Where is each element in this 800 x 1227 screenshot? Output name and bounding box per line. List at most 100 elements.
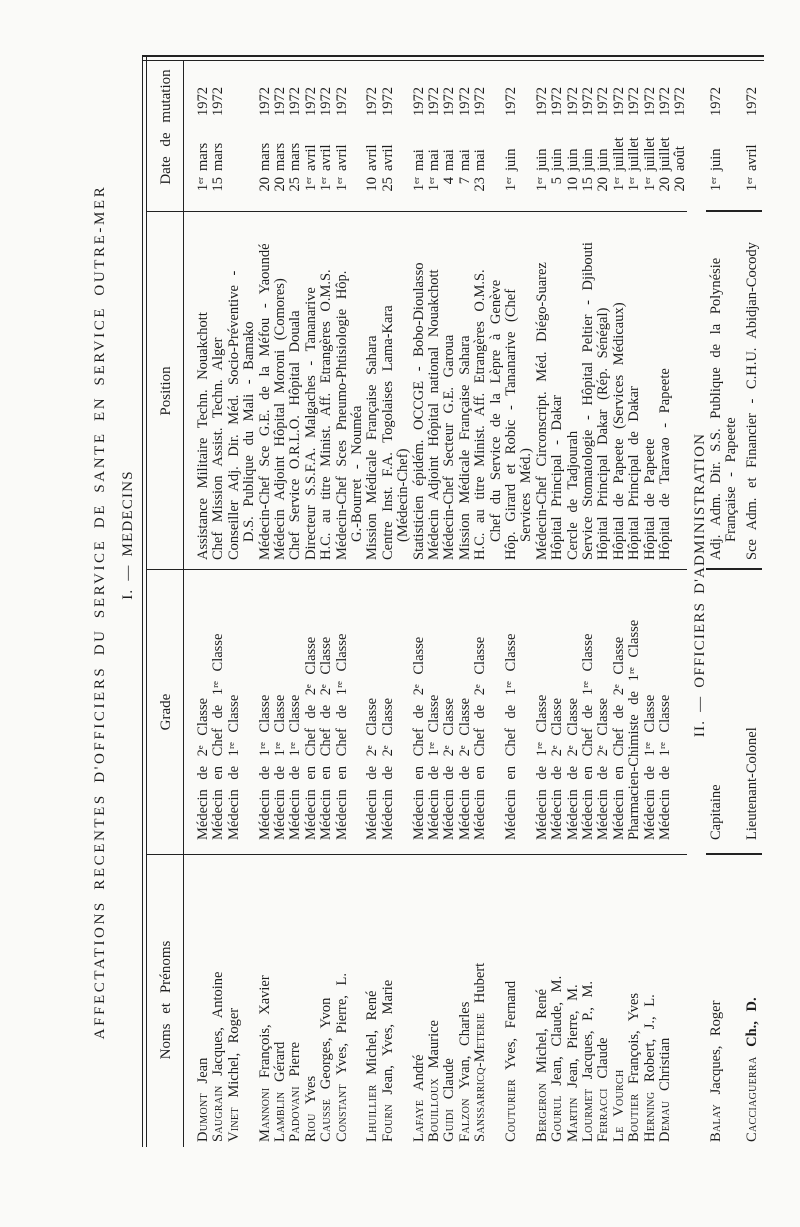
date-of-mutation: 15 mars 1972 bbox=[210, 59, 227, 219]
date-of-mutation: 20 mars 1972 bbox=[272, 59, 288, 219]
grade: Médecin en Chef de 2ᵉ Classe bbox=[472, 636, 489, 840]
surname: Vinet bbox=[225, 1107, 242, 1142]
date-month: juillet bbox=[657, 137, 673, 171]
person-name: Fourn Jean, Yves, Marie bbox=[379, 979, 396, 1142]
grade: Médecin de 2ᵉ Classe bbox=[379, 697, 396, 840]
surname: Mannoni bbox=[256, 1087, 273, 1142]
date-month: juin bbox=[549, 148, 566, 171]
document-title: AFFECTATIONS RECENTES D'OFFICIERS DU SER… bbox=[92, 184, 108, 1040]
given-names: Jacques, Roger bbox=[708, 1000, 724, 1095]
date-of-mutation: 20 août 1972 bbox=[672, 59, 688, 219]
date-month: mars bbox=[210, 142, 227, 171]
date-day: 1ᵉʳ bbox=[318, 177, 335, 192]
given-names: Ch., D. bbox=[743, 997, 760, 1047]
date-year: 1972 bbox=[333, 87, 350, 116]
date-month: juin bbox=[595, 148, 612, 171]
date-day: 15 bbox=[580, 177, 596, 192]
date-month: juin bbox=[708, 148, 724, 171]
person-name: Bergeron Michel, René bbox=[533, 988, 550, 1142]
date-year: 1972 bbox=[195, 87, 211, 116]
date-of-mutation: 4 mai 1972 bbox=[441, 59, 458, 219]
position: Hôpital de Papeete (Services Médicaux) bbox=[610, 302, 627, 560]
date-of-mutation: 1ᵉʳ juin 1972 bbox=[503, 59, 519, 219]
surname: Falzon bbox=[456, 1098, 473, 1142]
date-year: 1972 bbox=[287, 87, 304, 116]
date-day: 1ᵉʳ bbox=[641, 177, 658, 192]
grade: Médecin en Chef de 2ᵉ Classe bbox=[410, 636, 427, 840]
date-year: 1972 bbox=[580, 87, 596, 116]
surname: Saugrain bbox=[210, 1085, 227, 1142]
grade: Médecin de 2ᵉ Classe bbox=[364, 697, 381, 840]
date-day: 1ᵉʳ bbox=[743, 177, 760, 192]
position: Chef Mission Assist. Techn. Alger bbox=[210, 337, 227, 561]
surname: Dumont bbox=[195, 1093, 211, 1142]
given-names: Jean, Yves, Marie bbox=[379, 979, 396, 1095]
grade: Médecin de 1ʳᵉ Classe bbox=[287, 694, 304, 840]
surname: Padovani bbox=[287, 1086, 304, 1142]
person-name: Causse Georges, Yvon bbox=[318, 998, 334, 1142]
grade: Médecin de 2ᵉ Classe bbox=[456, 697, 473, 840]
grade: Médecin de 1ʳᵉ Classe bbox=[256, 694, 273, 840]
date-day: 10 bbox=[564, 177, 581, 192]
surname: Boutier bbox=[626, 1093, 643, 1142]
surname: Cacciaguerra bbox=[743, 1056, 760, 1143]
person-name: Demau Christian bbox=[657, 1038, 673, 1142]
position: Mission Médicale Française Sahara bbox=[456, 335, 473, 560]
date-day: 10 bbox=[364, 177, 381, 192]
date-day: 1ᵉʳ bbox=[410, 177, 427, 192]
date-day: 4 bbox=[441, 177, 458, 185]
date-day: 1ᵉʳ bbox=[333, 177, 350, 192]
given-names: Jean, Claude, M. bbox=[549, 975, 566, 1086]
position: Hôpital Principal Dakar (Rép. Sénégal) bbox=[595, 307, 612, 560]
position: Hôpital Principal - Dakar bbox=[549, 395, 566, 560]
date-day: 5 bbox=[549, 177, 566, 185]
surname: Bouilloux bbox=[426, 1077, 442, 1142]
grade: Médecin de 1ʳᵉ Classe bbox=[641, 694, 658, 840]
position: Statisticien épidém. OCCGE - Bobo-Dioula… bbox=[410, 262, 427, 560]
position: Médecin-Chef Circonscript. Méd. Diégo-Su… bbox=[533, 262, 550, 560]
date-month: avril bbox=[743, 144, 760, 171]
date-of-mutation: 1ᵉʳ avril 1972 bbox=[318, 59, 335, 219]
date-of-mutation: 1ᵉʳ mai 1972 bbox=[426, 59, 442, 219]
date-year: 1972 bbox=[302, 87, 319, 116]
person-name: Couturier Yves, Fernand bbox=[503, 981, 519, 1142]
person-name: Riou Yves bbox=[302, 1075, 319, 1142]
grade: Médecin en Chef de 2ᵉ Classe bbox=[302, 636, 319, 840]
person-name: Dumont Jean bbox=[195, 1058, 211, 1142]
grade: Médecin de 1ʳᵉ Classe bbox=[657, 694, 673, 840]
person-name: Lamblin Gérard bbox=[272, 1042, 288, 1142]
person-name: Gourul Jean, Claude, M. bbox=[549, 975, 566, 1142]
date-year: 1972 bbox=[657, 87, 673, 116]
date-of-mutation: 25 avril 1972 bbox=[379, 59, 396, 219]
date-year: 1972 bbox=[379, 87, 396, 116]
grade: Médecin en Chef de 1ʳᵉ Classe bbox=[580, 633, 596, 840]
surname: Martin bbox=[564, 1097, 581, 1142]
position: Directeur S.S.F.A. Malgaches - Tananariv… bbox=[302, 287, 319, 560]
date-of-mutation: 10 juin 1972 bbox=[564, 59, 581, 219]
date-of-mutation: 20 mars 1972 bbox=[257, 59, 273, 219]
given-names: Michel, René bbox=[533, 988, 550, 1074]
date-month: mars bbox=[195, 142, 211, 171]
grade: Médecin en Chef de 2ᵉ Classe bbox=[610, 636, 627, 840]
date-of-mutation: 20 juillet 1972 bbox=[657, 59, 673, 219]
given-names: Pierre bbox=[287, 1041, 304, 1077]
given-names: Yves bbox=[302, 1075, 319, 1105]
date-year: 1972 bbox=[549, 87, 566, 116]
date-day: 1ᵉʳ bbox=[302, 177, 319, 192]
person-name: Lhuillier Michel, René bbox=[364, 991, 380, 1142]
surname: Lourmet bbox=[580, 1088, 596, 1142]
grade: Médecin en Chef de 1ʳᵉ Classe bbox=[503, 633, 519, 840]
surname: Constant bbox=[333, 1084, 350, 1142]
date-of-mutation: 1ᵉʳ juin 1972 bbox=[534, 59, 550, 219]
date-month: juillet bbox=[626, 137, 643, 171]
person-name: Vinet Michel, Roger bbox=[225, 1008, 242, 1142]
position: Chef Service O.R.L.O. Hôpital Douala bbox=[287, 310, 304, 560]
position: Conseiller Adj. Dir. Méd. Socio-Préventi… bbox=[225, 270, 242, 560]
surname: Lafaye bbox=[410, 1099, 427, 1142]
grade: Médecin de 1ʳᵉ Classe bbox=[272, 694, 288, 840]
date-day: 25 bbox=[379, 177, 396, 192]
date-day: 20 bbox=[657, 177, 673, 192]
position: Hôpital de Papeete bbox=[641, 438, 658, 560]
column-header-names: Noms et Prénoms bbox=[158, 940, 174, 1060]
date-of-mutation: 1ᵉʳ avril 1972 bbox=[333, 59, 350, 219]
